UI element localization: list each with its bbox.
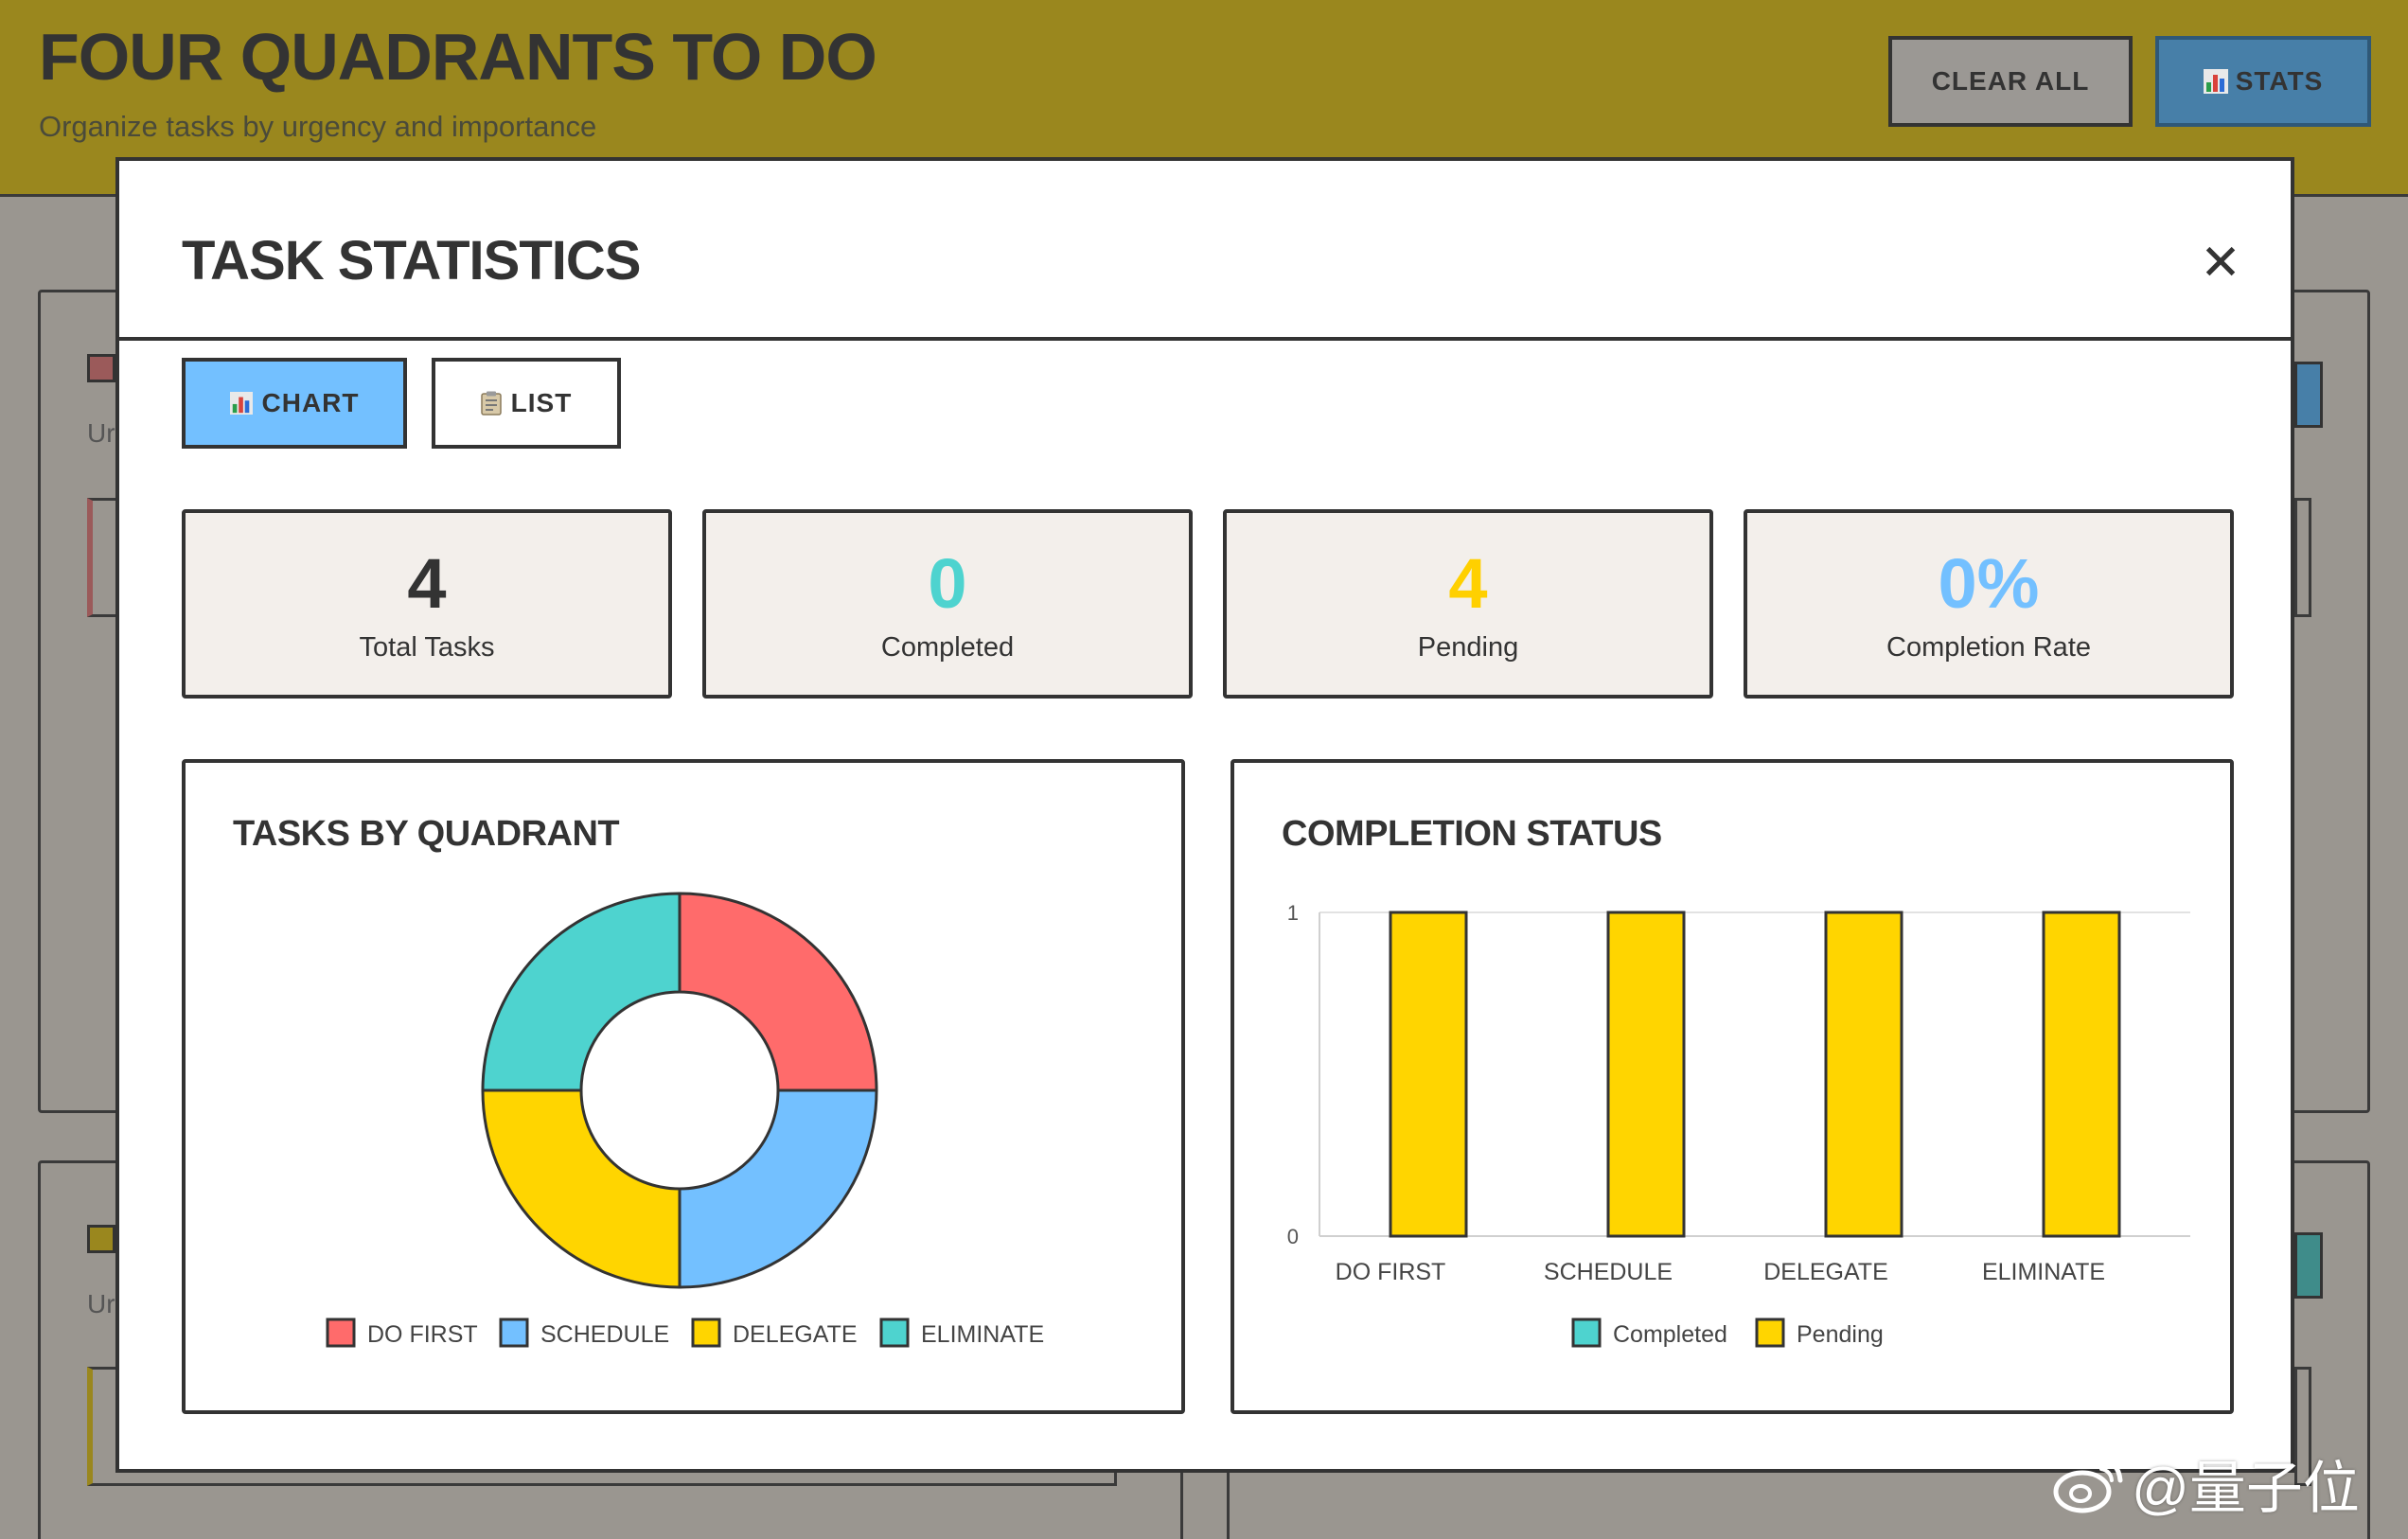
stat-value-completion-rate: 0%	[1938, 544, 2040, 623]
stat-card-total: 4 Total Tasks	[182, 509, 672, 699]
legend-label: SCHEDULE	[540, 1321, 669, 1348]
stat-value-pending: 4	[1448, 544, 1488, 623]
legend-swatch	[691, 1318, 721, 1348]
x-tick-label: DO FIRST	[1336, 1259, 1446, 1285]
stats-button[interactable]: STATS	[2155, 36, 2371, 127]
stat-label-completed: Completed	[880, 632, 1015, 663]
bg-quadrant-desc: Ur	[87, 1289, 115, 1318]
watermark-text: @量子位	[2132, 1457, 2360, 1520]
bar-pending-do-first	[1389, 911, 1468, 1238]
stats-modal: TASK STATISTICS ✕ CHART LIST 4 Total Tas…	[115, 157, 2294, 1473]
chart-title-completion: COMPLETION STATUS	[1282, 814, 1662, 854]
watermark: @量子位	[2052, 1442, 2360, 1525]
legend-label: Completed	[1613, 1321, 1727, 1348]
app-subtitle: Organize tasks by urgency and importance	[39, 110, 597, 143]
bar-pending-schedule	[1606, 911, 1686, 1238]
legend-swatch	[879, 1318, 910, 1348]
x-tick-label: SCHEDULE	[1544, 1259, 1673, 1285]
bg-quadrant-swatch	[87, 1225, 115, 1253]
chart-card-quadrant: TASKS BY QUADRANT DO FIRST SCHEDULE DELEGA…	[182, 759, 1185, 1414]
bar-chart: 0 1 DO FIRST SCHEDULE DELEGATE ELIMINATE Compl…	[1287, 901, 2190, 1348]
bar-pending-delegate	[1824, 911, 1903, 1238]
stat-card-completed: 0 Completed	[702, 509, 1193, 699]
stat-label-total: Total Tasks	[359, 632, 495, 663]
stat-value-total: 4	[407, 544, 447, 623]
bg-quadrant-desc: Ur	[87, 418, 115, 448]
bar-chart-icon	[229, 392, 253, 415]
donut-chart: DO FIRST SCHEDULE DELEGATE ELIMINATE	[326, 892, 1044, 1348]
bar-pending-eliminate	[2042, 911, 2121, 1238]
chart-card-completion: COMPLETION STATUS 0 1 DO FIRST SCHEDULE DELE…	[1231, 759, 2234, 1414]
bg-task-item	[2294, 1367, 2311, 1486]
modal-header: TASK STATISTICS ✕	[119, 161, 2291, 341]
donut-slice-delegate	[481, 1088, 682, 1289]
chart-title-quadrant: TASKS BY QUADRANT	[233, 814, 620, 854]
stat-card-pending: 4 Pending	[1223, 509, 1713, 699]
clear-all-button[interactable]: CLEAR ALL	[1888, 36, 2133, 127]
tab-chart-label: CHART	[261, 388, 360, 417]
stat-value-completed: 0	[928, 544, 967, 623]
legend-swatch	[326, 1318, 356, 1348]
legend-label: DELEGATE	[733, 1321, 858, 1348]
legend-swatch	[1571, 1318, 1602, 1348]
legend-swatch	[499, 1318, 529, 1348]
tab-chart[interactable]: CHART	[182, 358, 407, 449]
stat-card-completion-rate: 0% Completion Rate	[1744, 509, 2234, 699]
donut-slice-eliminate	[481, 892, 682, 1092]
donut-slice-schedule	[678, 1088, 878, 1289]
close-icon[interactable]: ✕	[2200, 236, 2241, 291]
legend-label: ELIMINATE	[921, 1321, 1044, 1348]
y-tick-label: 0	[1287, 1225, 1299, 1248]
bg-quadrant-swatch	[2294, 362, 2323, 428]
bg-quadrant-swatch	[87, 354, 115, 382]
donut-slice-do-first	[678, 892, 878, 1092]
y-tick-label: 1	[1287, 901, 1299, 925]
bg-quadrant-swatch	[2294, 1232, 2323, 1299]
weibo-icon	[2053, 1457, 2123, 1512]
stats-label: STATS	[2235, 66, 2324, 96]
stat-label-completion-rate: Completion Rate	[1886, 632, 2091, 663]
legend-swatch	[1755, 1318, 1785, 1348]
bg-task-item	[2294, 498, 2311, 617]
x-tick-label: ELIMINATE	[1982, 1259, 2105, 1285]
clear-all-label: CLEAR ALL	[1931, 66, 2090, 96]
legend-label: Pending	[1797, 1321, 1884, 1348]
bar-chart-icon	[2203, 69, 2228, 94]
legend-label: DO FIRST	[367, 1321, 478, 1348]
clipboard-icon	[480, 391, 502, 416]
tab-list-label: LIST	[510, 388, 573, 417]
x-tick-label: DELEGATE	[1763, 1259, 1888, 1285]
app-title: FOUR QUADRANTS TO DO	[39, 20, 877, 94]
tab-list[interactable]: LIST	[432, 358, 621, 449]
modal-title: TASK STATISTICS	[182, 230, 641, 292]
stat-label-pending: Pending	[1417, 632, 1519, 663]
